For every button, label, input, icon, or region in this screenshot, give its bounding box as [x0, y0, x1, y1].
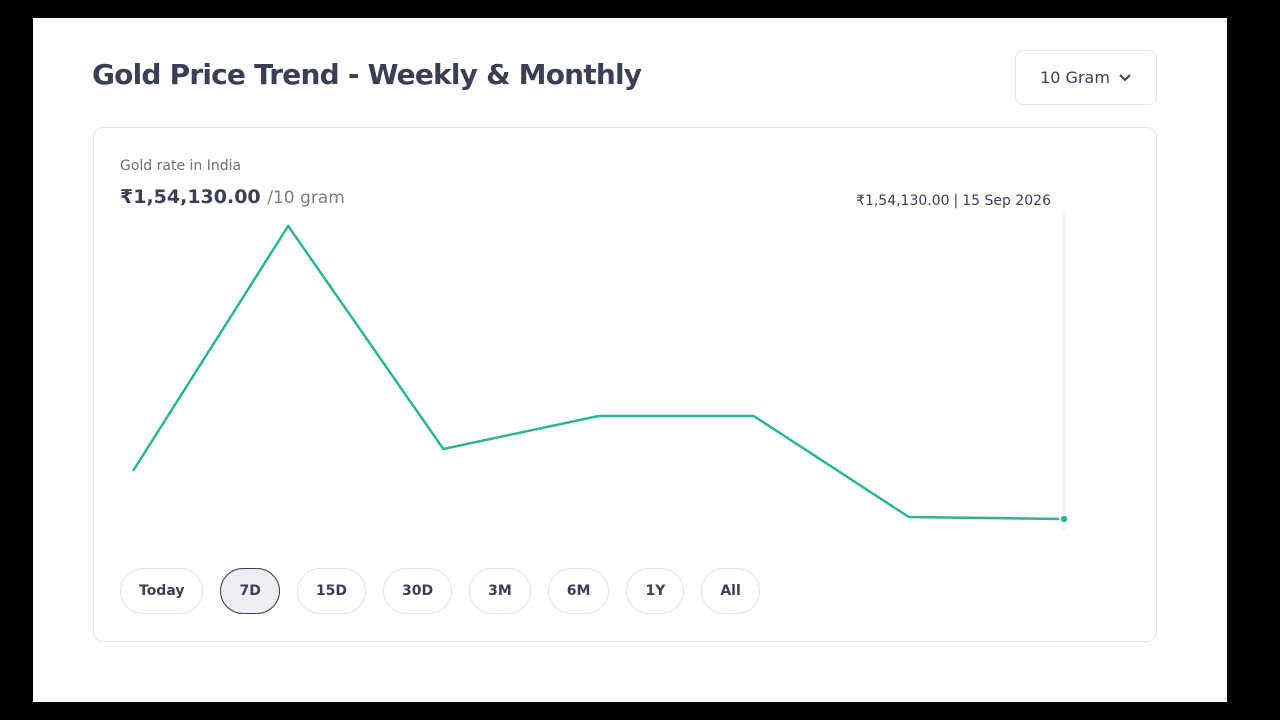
price-unit: /10 gram — [267, 188, 345, 208]
current-price: ₹1,54,130.00 /10 gram — [120, 186, 345, 208]
panel: Gold Price Trend - Weekly & Monthly 10 G… — [33, 18, 1227, 702]
range-button[interactable]: Today — [120, 568, 204, 614]
range-button[interactable]: 6M — [547, 568, 610, 614]
weight-dropdown[interactable]: 10 Gram — [1015, 50, 1157, 105]
subtitle: Gold rate in India — [120, 158, 242, 174]
chart-card: Gold rate in India ₹1,54,130.00 /10 gram… — [93, 127, 1157, 642]
range-button[interactable]: 7D — [220, 568, 280, 614]
tooltip-date: 15 Sep 2026 — [962, 193, 1051, 209]
tooltip-price: ₹1,54,130.00 — [856, 193, 950, 209]
tooltip: ₹1,54,130.00 | 15 Sep 2026 — [856, 193, 1051, 209]
page-title: Gold Price Trend - Weekly & Monthly — [92, 58, 642, 91]
range-button[interactable]: 30D — [382, 568, 453, 614]
range-button[interactable]: 1Y — [626, 568, 685, 614]
weight-label: 10 Gram — [1040, 68, 1110, 87]
range-selector: Today 7D 15D 30D 3M 6M 1Y All — [120, 568, 760, 614]
point — [1059, 514, 1069, 524]
separator: | — [954, 193, 959, 209]
range-button[interactable]: 3M — [469, 568, 531, 614]
range-button[interactable]: 15D — [296, 568, 366, 614]
chevron — [1119, 73, 1131, 81]
range-button[interactable]: All — [701, 568, 760, 614]
price-value: ₹1,54,130.00 — [120, 186, 261, 208]
price-line — [131, 224, 1065, 521]
